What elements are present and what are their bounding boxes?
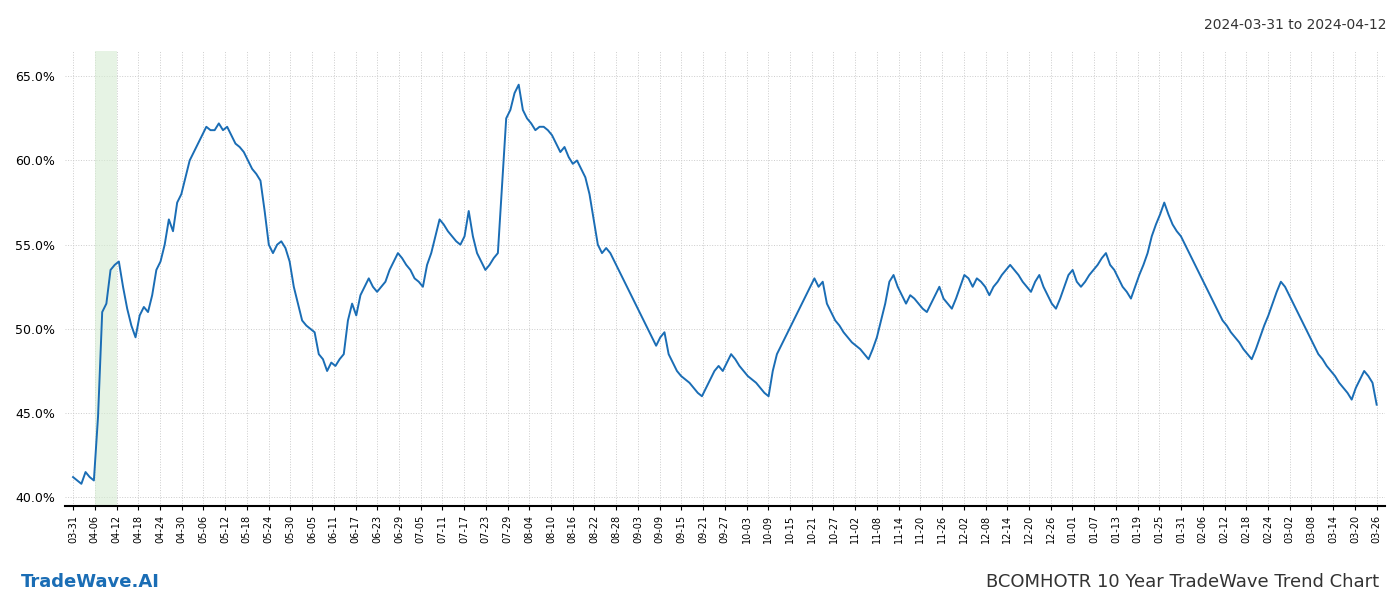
Text: BCOMHOTR 10 Year TradeWave Trend Chart: BCOMHOTR 10 Year TradeWave Trend Chart: [986, 573, 1379, 591]
Text: 2024-03-31 to 2024-04-12: 2024-03-31 to 2024-04-12: [1204, 18, 1386, 32]
Text: TradeWave.AI: TradeWave.AI: [21, 573, 160, 591]
Bar: [95, 51, 116, 506]
